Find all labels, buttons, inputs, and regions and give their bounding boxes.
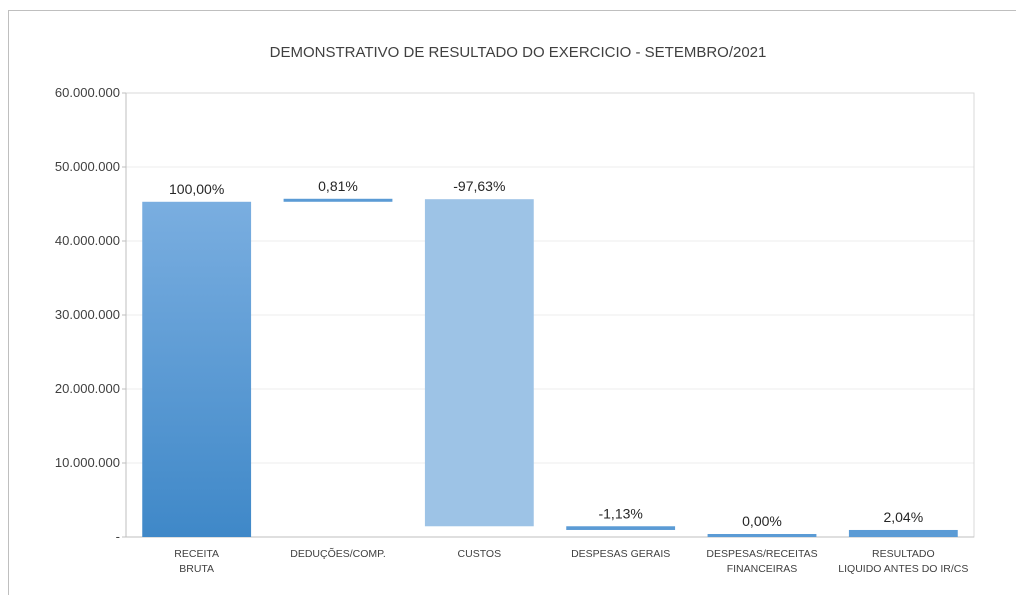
chart-title: DEMONSTRATIVO DE RESULTADO DO EXERCICIO … — [270, 44, 767, 61]
bar-2 — [424, 199, 534, 527]
y-tick-labels: - 10.000.000 20.000.000 30.000.000 40.000.00… — [55, 85, 120, 544]
y-tick-label: 40.000.000 — [55, 233, 120, 248]
y-tick-label: - — [116, 529, 120, 544]
x-tick-label: BRUTA — [179, 563, 214, 575]
bars — [142, 198, 958, 537]
x-tick-label: LIQUIDO ANTES DO IR/CS — [838, 563, 968, 575]
data-label: 2,04% — [883, 509, 923, 525]
x-tick-label: DESPESAS/RECEITAS — [706, 548, 817, 560]
chart-frame — [8, 10, 1016, 595]
y-tick-label: 60.000.000 — [55, 85, 120, 100]
y-tick-label: 50.000.000 — [55, 159, 120, 174]
x-tick-label: RESULTADO — [872, 548, 935, 560]
bar-4 — [707, 534, 817, 537]
x-tick-label: FINANCEIRAS — [727, 563, 798, 575]
data-label: 0,00% — [742, 513, 782, 529]
gridlines — [126, 166, 974, 464]
x-tick-label: CUSTOS — [458, 548, 502, 560]
x-tick-label: DEDUÇÕES/COMP. — [290, 547, 386, 560]
x-tick-labels: RECEITA BRUTA DEDUÇÕES/COMP. CUSTOS DESPESAS… — [174, 547, 968, 575]
bar-0 — [142, 201, 252, 537]
y-tick-label: 20.000.000 — [55, 381, 120, 396]
bar-1 — [283, 198, 393, 202]
data-labels: 100,00% 0,81% -97,63% -1,13% 0,00% 2,04% — [169, 178, 923, 529]
data-label: 100,00% — [169, 181, 224, 197]
bar-3 — [566, 526, 676, 530]
bar-5 — [848, 529, 958, 537]
axes — [122, 92, 975, 538]
x-tick-label: RECEITA — [174, 548, 219, 560]
data-label: 0,81% — [318, 178, 358, 194]
x-tick-label: DESPESAS GERAIS — [571, 548, 670, 560]
data-label: -1,13% — [598, 505, 642, 521]
data-label: -97,63% — [453, 178, 505, 194]
y-tick-label: 30.000.000 — [55, 307, 120, 322]
y-tick-label: 10.000.000 — [55, 455, 120, 470]
